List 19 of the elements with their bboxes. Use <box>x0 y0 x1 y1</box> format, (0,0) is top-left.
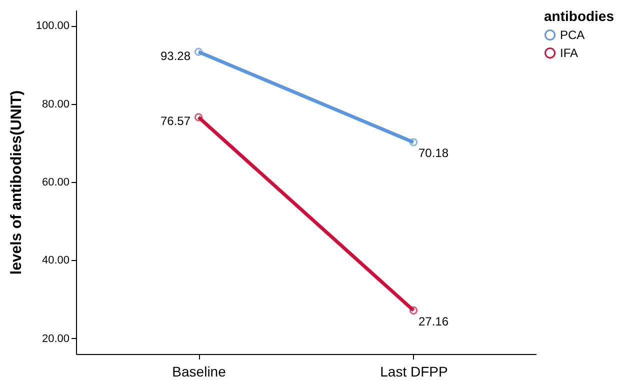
point <box>409 138 418 146</box>
x-tick-label: Last DFPP <box>380 364 448 380</box>
y-tick-label: 100.00 <box>36 20 70 32</box>
y-tick-label: 60.00 <box>42 176 70 188</box>
y-tick-label: 80.00 <box>42 98 70 110</box>
data-label: 27.16 <box>418 314 449 328</box>
data-label: 70.18 <box>418 146 449 160</box>
data-label: 93.28 <box>160 48 191 63</box>
legend-title: antibodies <box>544 8 614 24</box>
x-tick-label: Baseline <box>172 364 226 380</box>
point <box>194 113 203 122</box>
y-axis-title: levels of antibodies(UNIT) <box>8 90 25 275</box>
point <box>409 306 418 314</box>
data-label: 76.57 <box>160 114 191 128</box>
y-tick-label: 20.00 <box>42 332 70 345</box>
point <box>194 48 203 56</box>
legend-label: PCA <box>560 28 585 42</box>
legend-label: IFA <box>560 46 578 60</box>
y-tick-label: 40.00 <box>42 254 70 267</box>
